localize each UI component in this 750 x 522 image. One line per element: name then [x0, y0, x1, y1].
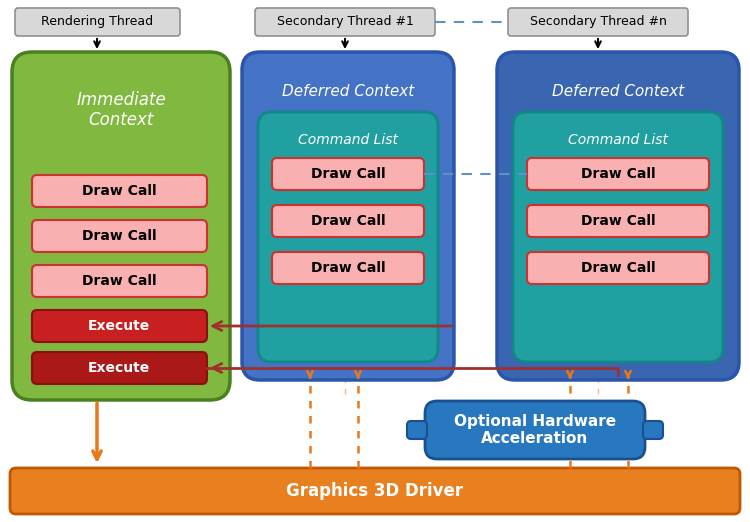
- FancyBboxPatch shape: [643, 421, 663, 439]
- FancyBboxPatch shape: [527, 205, 709, 237]
- Text: Draw Call: Draw Call: [82, 274, 156, 288]
- FancyBboxPatch shape: [272, 158, 424, 190]
- FancyBboxPatch shape: [12, 52, 230, 400]
- FancyBboxPatch shape: [508, 8, 688, 36]
- FancyBboxPatch shape: [32, 265, 207, 297]
- Text: Deferred Context: Deferred Context: [282, 85, 414, 100]
- Text: Rendering Thread: Rendering Thread: [41, 16, 153, 29]
- FancyBboxPatch shape: [497, 52, 739, 380]
- FancyBboxPatch shape: [513, 112, 723, 362]
- Text: Draw Call: Draw Call: [310, 167, 386, 181]
- FancyBboxPatch shape: [272, 252, 424, 284]
- FancyBboxPatch shape: [32, 175, 207, 207]
- FancyBboxPatch shape: [255, 8, 435, 36]
- FancyBboxPatch shape: [527, 158, 709, 190]
- FancyBboxPatch shape: [32, 220, 207, 252]
- Text: Immediate
Context: Immediate Context: [76, 91, 166, 129]
- Text: Command List: Command List: [568, 133, 668, 147]
- FancyBboxPatch shape: [258, 112, 438, 362]
- FancyBboxPatch shape: [407, 421, 427, 439]
- Text: Draw Call: Draw Call: [580, 167, 656, 181]
- Text: Deferred Context: Deferred Context: [552, 85, 684, 100]
- FancyBboxPatch shape: [272, 205, 424, 237]
- FancyBboxPatch shape: [10, 468, 740, 514]
- Text: Draw Call: Draw Call: [82, 184, 156, 198]
- Text: Draw Call: Draw Call: [310, 261, 386, 275]
- Text: Secondary Thread #n: Secondary Thread #n: [530, 16, 667, 29]
- FancyBboxPatch shape: [32, 352, 207, 384]
- FancyBboxPatch shape: [242, 52, 454, 380]
- Text: Secondary Thread #1: Secondary Thread #1: [277, 16, 413, 29]
- Text: Draw Call: Draw Call: [82, 229, 156, 243]
- Text: Draw Call: Draw Call: [310, 214, 386, 228]
- Text: Command List: Command List: [298, 133, 398, 147]
- FancyBboxPatch shape: [425, 401, 645, 459]
- Text: Optional Hardware
Acceleration: Optional Hardware Acceleration: [454, 414, 616, 446]
- Text: Graphics 3D Driver: Graphics 3D Driver: [286, 482, 464, 500]
- FancyBboxPatch shape: [527, 252, 709, 284]
- FancyBboxPatch shape: [32, 310, 207, 342]
- Text: Draw Call: Draw Call: [580, 214, 656, 228]
- FancyBboxPatch shape: [15, 8, 180, 36]
- Text: Execute: Execute: [88, 319, 150, 333]
- Text: Draw Call: Draw Call: [580, 261, 656, 275]
- Text: Execute: Execute: [88, 361, 150, 375]
